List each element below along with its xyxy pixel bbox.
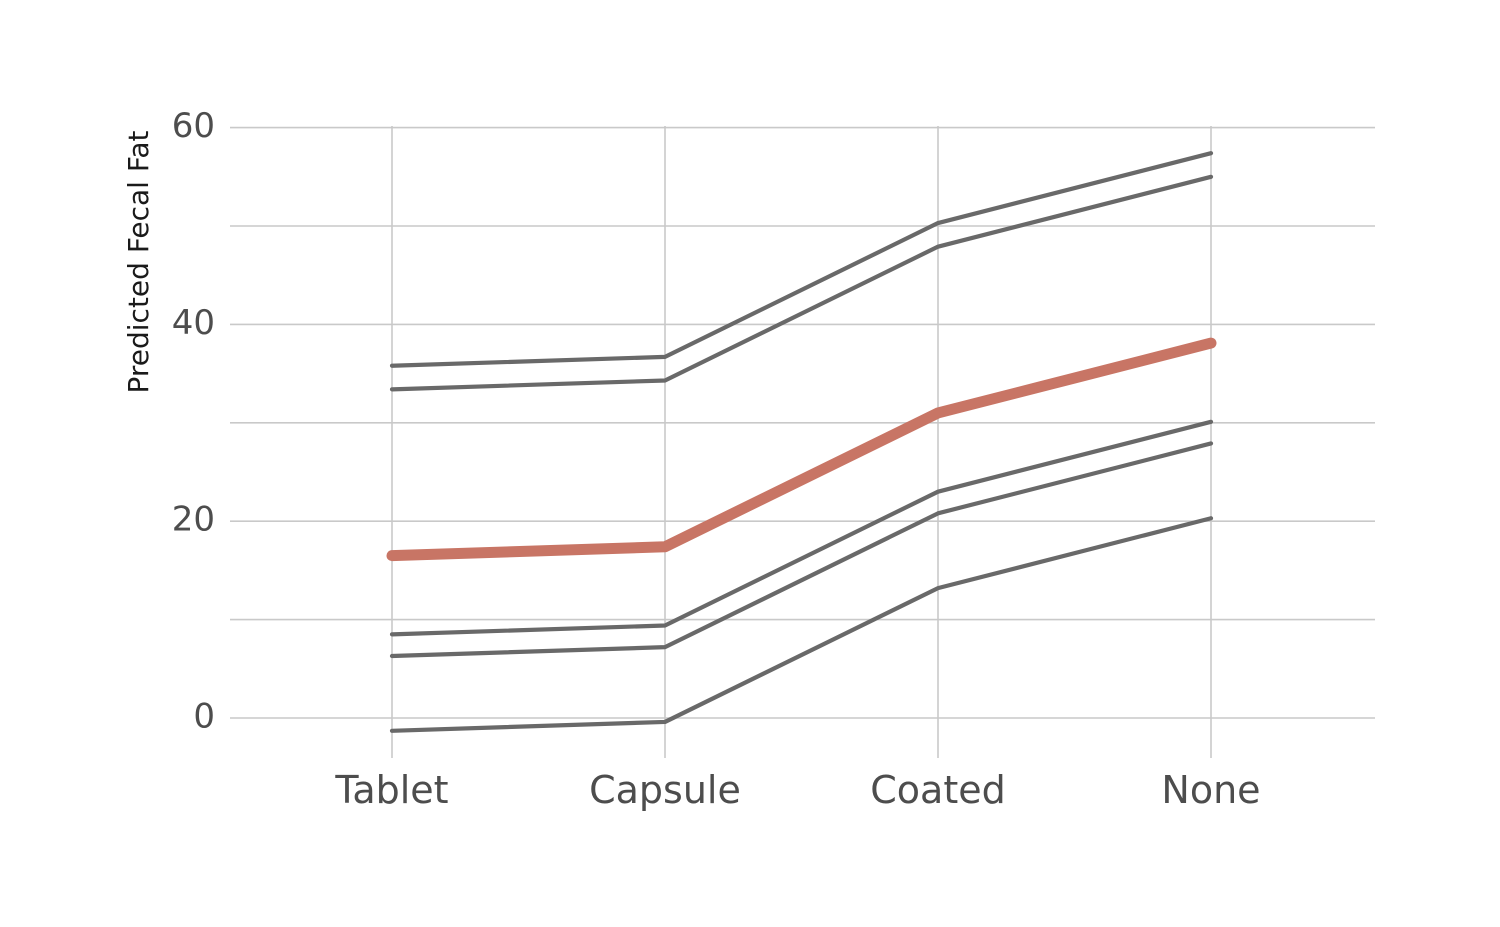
series-line-6 (389, 516, 1214, 733)
series-line-2 (389, 174, 1214, 392)
series-line-4 (389, 419, 1214, 637)
x-tick-label: Capsule (589, 768, 741, 812)
y-tick-label: 0 (193, 697, 215, 737)
y-tick-label: 60 (172, 106, 215, 146)
series-line-5 (389, 441, 1214, 659)
x-axis-tick-labels: Tablet Capsule Coated None (334, 768, 1260, 812)
highlighted-series-line (386, 337, 1217, 562)
y-tick-label: 20 (172, 500, 215, 540)
series-line-1 (389, 151, 1214, 368)
y-axis-tick-labels: 0 20 40 60 (172, 106, 215, 736)
grid-layer (230, 126, 1375, 758)
x-tick-label: Tablet (334, 768, 448, 812)
x-tick-label: None (1161, 768, 1260, 812)
y-axis-title: Predicted Fecal Fat (122, 130, 155, 393)
series-layer (386, 151, 1217, 733)
x-tick-label: Coated (870, 768, 1005, 812)
y-tick-label: 40 (172, 303, 215, 343)
